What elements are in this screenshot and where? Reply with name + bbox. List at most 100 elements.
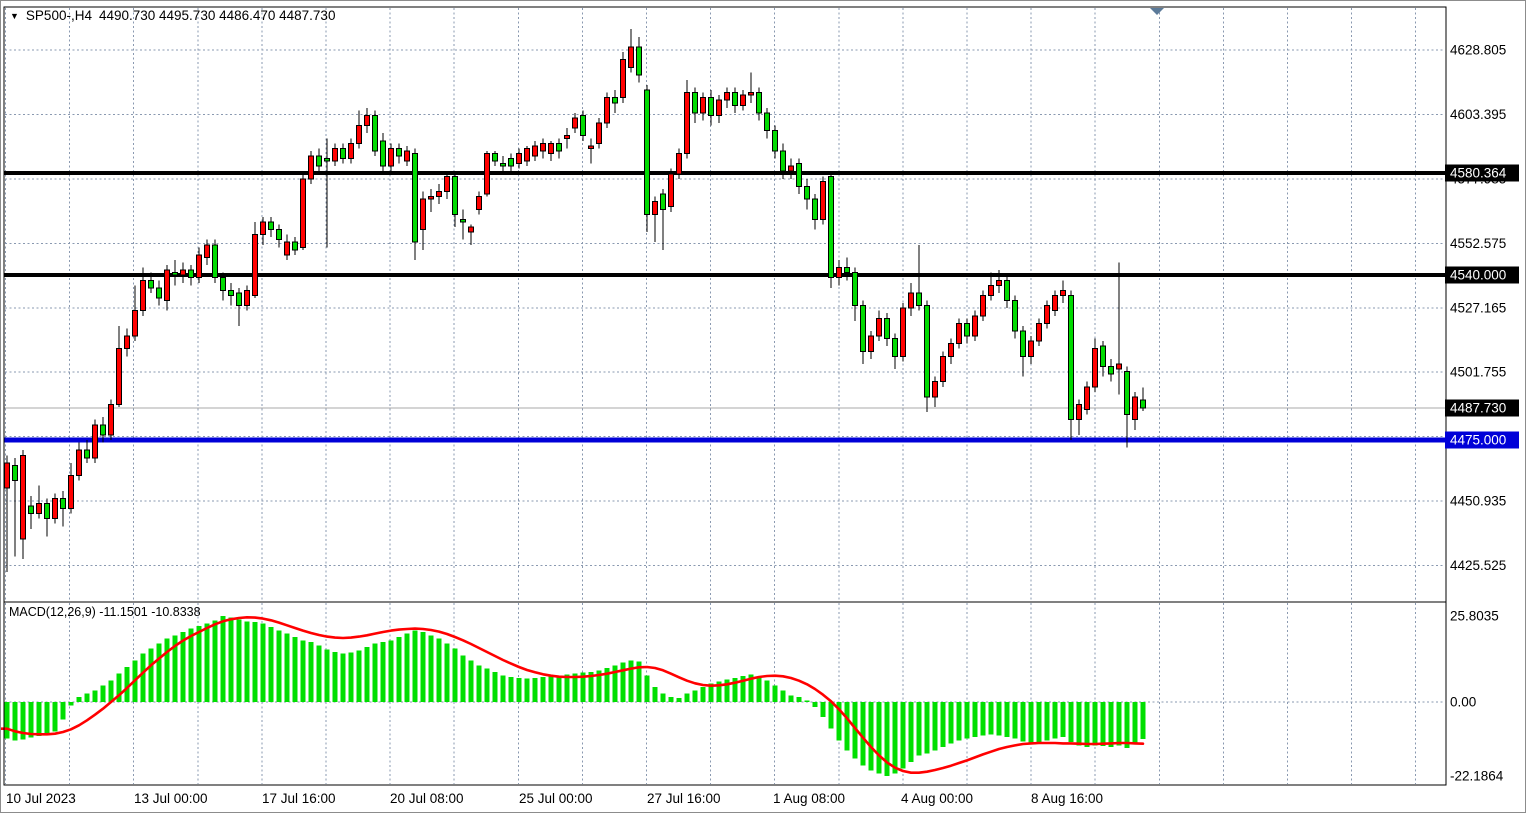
macd-histogram-bar bbox=[268, 626, 274, 702]
macd-histogram-bar bbox=[516, 677, 522, 702]
scroll-position-marker-icon[interactable] bbox=[1150, 8, 1164, 15]
candle-body bbox=[324, 158, 330, 162]
candle-body bbox=[772, 130, 778, 152]
candle-body bbox=[668, 173, 674, 208]
candle-body bbox=[404, 150, 410, 162]
macd-histogram-bar bbox=[340, 653, 346, 702]
time-tick-label[interactable]: 27 Jul 16:00 bbox=[647, 791, 721, 806]
candle-body bbox=[1100, 345, 1106, 367]
candle-body bbox=[388, 147, 394, 167]
candle-body bbox=[156, 287, 162, 299]
price-tick-label[interactable]: 4527.165 bbox=[1450, 300, 1506, 315]
macd-histogram-bar bbox=[732, 677, 738, 702]
price-tick-label[interactable]: 4603.395 bbox=[1450, 107, 1506, 122]
candle-body bbox=[1044, 305, 1050, 324]
macd-histogram-bar bbox=[1060, 702, 1066, 738]
price-tick-label[interactable]: 4450.935 bbox=[1450, 494, 1506, 509]
candle-body bbox=[196, 254, 202, 279]
price-level-label[interactable]: 4540.000 bbox=[1450, 268, 1506, 283]
candle-body bbox=[980, 294, 986, 317]
macd-histogram-bar bbox=[604, 667, 610, 702]
macd-histogram-bar bbox=[204, 623, 210, 702]
macd-histogram-bar bbox=[276, 630, 282, 702]
candle-body bbox=[564, 135, 570, 139]
candle-body bbox=[1004, 279, 1010, 302]
time-tick-label[interactable]: 10 Jul 2023 bbox=[6, 791, 76, 806]
macd-tick-label[interactable]: 25.8035 bbox=[1450, 608, 1499, 623]
time-tick-label[interactable]: 25 Jul 00:00 bbox=[519, 791, 593, 806]
price-level-label[interactable]: 4475.000 bbox=[1450, 433, 1506, 448]
macd-histogram-bar bbox=[452, 648, 458, 702]
macd-tick-label[interactable]: -22.1864 bbox=[1450, 768, 1504, 783]
macd-histogram-bar bbox=[20, 702, 26, 740]
macd-histogram-bar bbox=[164, 638, 170, 702]
candle-body bbox=[588, 145, 594, 149]
candle-body bbox=[12, 464, 18, 482]
price-tick-label[interactable]: 4501.755 bbox=[1450, 365, 1506, 380]
macd-tick-label[interactable]: 0.00 bbox=[1450, 695, 1476, 710]
macd-histogram-bar bbox=[828, 702, 834, 729]
candle-body bbox=[356, 125, 362, 144]
macd-histogram-bar bbox=[1108, 702, 1114, 748]
macd-histogram-bar bbox=[508, 676, 514, 702]
macd-histogram-bar bbox=[756, 676, 762, 702]
candle-body bbox=[508, 158, 514, 167]
candle-body bbox=[396, 147, 402, 157]
candle-body bbox=[620, 59, 626, 99]
macd-histogram-bar bbox=[1092, 702, 1098, 746]
chart-menu-arrow-icon[interactable]: ▼ bbox=[10, 11, 19, 21]
macd-histogram-bar bbox=[1084, 702, 1090, 748]
candle-body bbox=[580, 114, 586, 137]
price-level-label-box bbox=[1445, 266, 1519, 284]
candle-body bbox=[604, 97, 610, 124]
candle-body bbox=[868, 335, 874, 352]
price-tick-label[interactable]: 4628.805 bbox=[1450, 43, 1506, 58]
macd-histogram-bar bbox=[804, 700, 810, 702]
macd-histogram-bar bbox=[292, 636, 298, 702]
macd-histogram-bar bbox=[932, 702, 938, 751]
time-tick-label[interactable]: 1 Aug 08:00 bbox=[773, 791, 845, 806]
candle-body bbox=[948, 343, 954, 357]
macd-histogram-bar bbox=[700, 686, 706, 702]
candle-body bbox=[956, 322, 962, 345]
candle-body bbox=[836, 267, 842, 279]
price-tick-label[interactable]: 4425.525 bbox=[1450, 558, 1506, 573]
price-level-label[interactable]: 4580.364 bbox=[1450, 165, 1507, 180]
candle-body bbox=[812, 198, 818, 220]
price-tick-label[interactable]: 4552.575 bbox=[1450, 236, 1506, 251]
macd-histogram-bar bbox=[332, 651, 338, 702]
macd-histogram-bar bbox=[140, 653, 146, 702]
candle-body bbox=[924, 305, 930, 398]
candle-body bbox=[204, 244, 210, 258]
candle-body bbox=[212, 244, 218, 279]
candle-body bbox=[148, 279, 154, 289]
candle-body bbox=[748, 92, 754, 96]
candle-body bbox=[652, 201, 658, 215]
candle-body bbox=[4, 462, 10, 489]
candle-body bbox=[244, 289, 250, 307]
macd-signal-line bbox=[1, 615, 1145, 775]
time-tick-label[interactable]: 17 Jul 16:00 bbox=[262, 791, 336, 806]
candle-body bbox=[36, 502, 42, 515]
macd-histogram-bar bbox=[620, 662, 626, 702]
candle-body bbox=[348, 142, 354, 160]
candle-body bbox=[1092, 348, 1098, 388]
macd-histogram-bar bbox=[1124, 702, 1130, 749]
time-tick-label[interactable]: 13 Jul 00:00 bbox=[134, 791, 208, 806]
candle-body bbox=[844, 267, 850, 274]
macd-histogram-bar bbox=[692, 690, 698, 702]
macd-histogram-bar bbox=[44, 702, 50, 735]
time-tick-label[interactable]: 8 Aug 16:00 bbox=[1031, 791, 1103, 806]
macd-histogram-bar bbox=[68, 702, 74, 706]
candle-body bbox=[676, 152, 682, 175]
candle-body bbox=[260, 221, 266, 236]
price-level-label[interactable]: 4487.730 bbox=[1450, 400, 1506, 415]
time-tick-label[interactable]: 20 Jul 08:00 bbox=[390, 791, 464, 806]
macd-histogram-bar bbox=[924, 702, 930, 754]
candle-body bbox=[476, 196, 482, 210]
macd-histogram-bar bbox=[172, 635, 178, 702]
time-tick-label[interactable]: 4 Aug 00:00 bbox=[901, 791, 973, 806]
macd-histogram-bar bbox=[884, 702, 890, 777]
macd-histogram-bar bbox=[1036, 702, 1042, 743]
